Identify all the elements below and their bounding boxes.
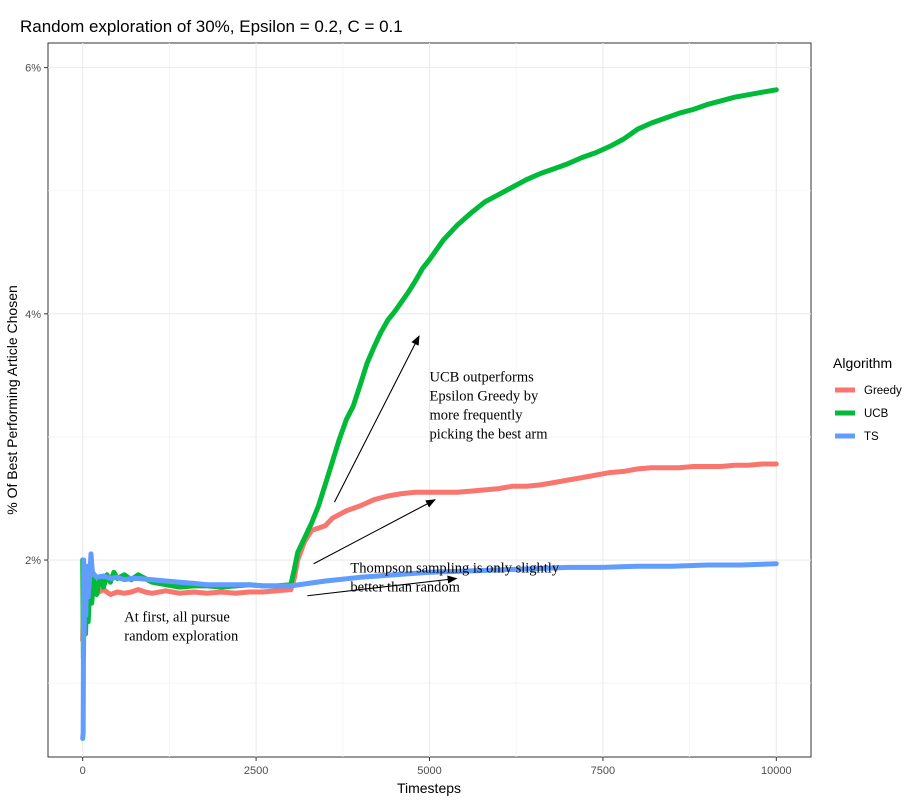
series-line-greedy — [80, 461, 779, 643]
annotation-arrow — [333, 335, 420, 503]
x-tick-label: 2500 — [244, 765, 268, 777]
x-tick-label: 7500 — [591, 765, 615, 777]
annotation-line: At first, all pursue — [124, 610, 230, 626]
legend-items: Greedy UCB TS — [835, 385, 902, 443]
annotation-layer: At first, all pursue random exploration UC… — [124, 335, 560, 645]
y-axis-title: % Of Best Performing Article Chosen — [4, 285, 20, 515]
annotation-line: more frequently — [430, 408, 524, 424]
annotation-line: Thompson sampling is only slightly — [350, 560, 559, 576]
annotation-line: Epsilon Greedy by — [430, 389, 539, 405]
legend-label: Greedy — [864, 385, 902, 397]
annotation-line: random exploration — [124, 629, 239, 645]
axes-layer: 0 2500 5000 7500 10000 2% 4% 6% — [25, 63, 792, 777]
series-layer — [80, 87, 779, 741]
legend-item-ts: TS — [835, 431, 879, 443]
y-tick-label: 6% — [25, 63, 41, 75]
series-line-ucb — [80, 87, 779, 661]
legend: Algorithm Greedy UCB TS — [833, 355, 902, 443]
x-tick-label: 5000 — [417, 765, 441, 777]
annotation-first: At first, all pursue random exploration — [124, 610, 239, 645]
legend-label: UCB — [864, 408, 889, 420]
annotation-arrow — [313, 499, 436, 565]
annotation-ts: Thompson sampling is only slightly better… — [350, 560, 559, 595]
y-tick-label: 2% — [25, 555, 41, 567]
annotation-line: picking the best arm — [430, 427, 549, 443]
annotation-arrow — [307, 575, 458, 597]
annotation-line: UCB outperforms — [430, 370, 535, 386]
annotation-line: better than random — [350, 579, 460, 595]
y-tick-label: 4% — [25, 309, 41, 321]
chart-title: Random exploration of 30%, Epsilon = 0.2… — [20, 17, 403, 36]
series-line-ts — [80, 551, 779, 741]
annotation-ucb: UCB outperforms Epsilon Greedy by more fre… — [430, 370, 549, 443]
x-tick-label: 10000 — [761, 765, 792, 777]
legend-label: TS — [864, 431, 879, 443]
legend-item-greedy: Greedy — [835, 385, 902, 397]
x-tick-label: 0 — [80, 765, 86, 777]
x-axis-title: Timesteps — [397, 780, 461, 796]
grid-layer — [48, 43, 811, 757]
legend-item-ucb: UCB — [835, 408, 889, 420]
legend-title: Algorithm — [833, 355, 892, 371]
